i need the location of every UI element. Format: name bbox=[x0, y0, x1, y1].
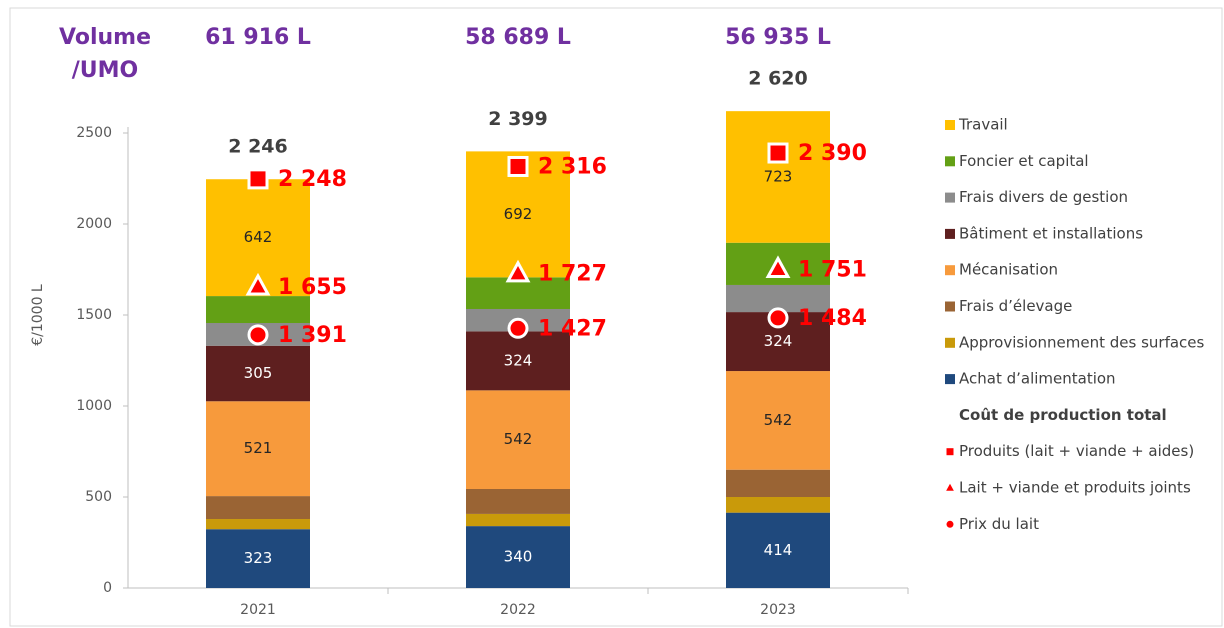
marker bbox=[507, 317, 529, 339]
bar-segment bbox=[726, 512, 830, 588]
marker bbox=[505, 259, 531, 283]
bar-segment bbox=[466, 277, 570, 309]
bar-segment bbox=[206, 345, 310, 402]
marker-label: 1 484 bbox=[798, 306, 867, 331]
segment-label: 414 bbox=[764, 541, 793, 559]
marker-label: 1 655 bbox=[278, 275, 347, 300]
legend-marker bbox=[946, 483, 954, 491]
y-tick-label: 2500 bbox=[76, 125, 112, 141]
bar-segment bbox=[466, 526, 570, 588]
legend-swatch bbox=[945, 265, 955, 276]
bar-segment bbox=[726, 111, 830, 243]
bar-segment bbox=[206, 519, 310, 530]
marker-label: 1 727 bbox=[538, 262, 607, 287]
bar-segment bbox=[726, 371, 830, 470]
legend-label: Mécanisation bbox=[959, 261, 1058, 279]
volume-title: /UMO bbox=[72, 58, 139, 83]
marker-label: 2 248 bbox=[278, 167, 347, 192]
legend-swatch bbox=[945, 120, 955, 130]
segment-label: 542 bbox=[504, 430, 533, 448]
bar-segment bbox=[466, 513, 570, 527]
legend-label: Travail bbox=[958, 116, 1008, 134]
y-tick-label: 2000 bbox=[76, 216, 112, 232]
legend-label: Bâtiment et installations bbox=[959, 224, 1143, 242]
legend-label: Achat d’alimentation bbox=[959, 370, 1116, 388]
segment-label: 723 bbox=[764, 167, 793, 185]
volume-label: 56 935 L bbox=[725, 25, 831, 50]
legend-swatch bbox=[945, 301, 955, 312]
total-label: 2 399 bbox=[488, 108, 548, 130]
x-tick-label: 2023 bbox=[760, 602, 796, 618]
bar-segment bbox=[466, 331, 570, 391]
marker bbox=[245, 272, 271, 296]
marker bbox=[767, 142, 789, 164]
bar-segment bbox=[206, 401, 310, 497]
bar-segment bbox=[206, 529, 310, 588]
bar-segment bbox=[466, 488, 570, 514]
y-tick-label: 0 bbox=[103, 580, 112, 596]
bar-segment bbox=[206, 296, 310, 324]
legend-label: Frais divers de gestion bbox=[959, 188, 1128, 206]
legend-label: Coût de production total bbox=[959, 406, 1167, 424]
segment-label: 305 bbox=[244, 364, 273, 382]
legend-swatch bbox=[945, 156, 955, 167]
y-axis-label: €/1000 L bbox=[30, 284, 46, 346]
marker bbox=[507, 155, 529, 177]
legend-label: Prix du lait bbox=[959, 515, 1039, 533]
marker-label: 1 751 bbox=[798, 257, 867, 282]
y-tick-label: 500 bbox=[85, 489, 112, 505]
volume-label: 58 689 L bbox=[465, 25, 571, 50]
legend-label: Frais d’élevage bbox=[959, 297, 1072, 315]
legend-swatch bbox=[945, 337, 955, 348]
legend-marker bbox=[946, 520, 954, 528]
segment-label: 340 bbox=[504, 548, 533, 566]
segment-label: 542 bbox=[764, 411, 793, 429]
legend-label: Approvisionnement des surfaces bbox=[959, 333, 1205, 351]
frame bbox=[9, 7, 1223, 627]
legend-swatch bbox=[945, 228, 955, 239]
marker bbox=[765, 255, 791, 279]
legend-label: Foncier et capital bbox=[959, 152, 1089, 170]
bar-segment bbox=[206, 496, 310, 520]
x-tick-label: 2022 bbox=[500, 602, 536, 618]
marker-label: 1 391 bbox=[278, 323, 347, 348]
total-label: 2 620 bbox=[748, 68, 808, 90]
legend-label: Lait + viande et produits joints bbox=[959, 479, 1191, 497]
total-label: 2 246 bbox=[228, 136, 288, 158]
legend-swatch bbox=[945, 374, 955, 385]
segment-label: 692 bbox=[504, 205, 533, 223]
volume-title: Volume bbox=[59, 25, 151, 50]
segment-label: 324 bbox=[764, 332, 793, 350]
legend-marker bbox=[946, 448, 954, 456]
y-tick-label: 1500 bbox=[76, 307, 112, 323]
marker-label: 2 390 bbox=[798, 141, 867, 166]
bar-segment bbox=[726, 469, 830, 497]
marker bbox=[247, 168, 269, 190]
segment-label: 324 bbox=[504, 351, 533, 369]
y-tick-label: 1000 bbox=[76, 398, 112, 414]
marker-label: 1 427 bbox=[538, 316, 607, 341]
bar-segment bbox=[466, 390, 570, 489]
bar-segment bbox=[726, 497, 830, 513]
marker bbox=[247, 324, 269, 346]
x-tick-label: 2021 bbox=[240, 602, 276, 618]
marker-label: 2 316 bbox=[538, 154, 607, 179]
segment-label: 323 bbox=[244, 549, 273, 567]
marker bbox=[767, 307, 789, 329]
segment-label: 642 bbox=[244, 228, 273, 246]
legend-label: Produits (lait + viande + aides) bbox=[959, 442, 1194, 460]
volume-label: 61 916 L bbox=[205, 25, 311, 50]
segment-label: 521 bbox=[244, 439, 273, 457]
legend-swatch bbox=[945, 192, 955, 203]
